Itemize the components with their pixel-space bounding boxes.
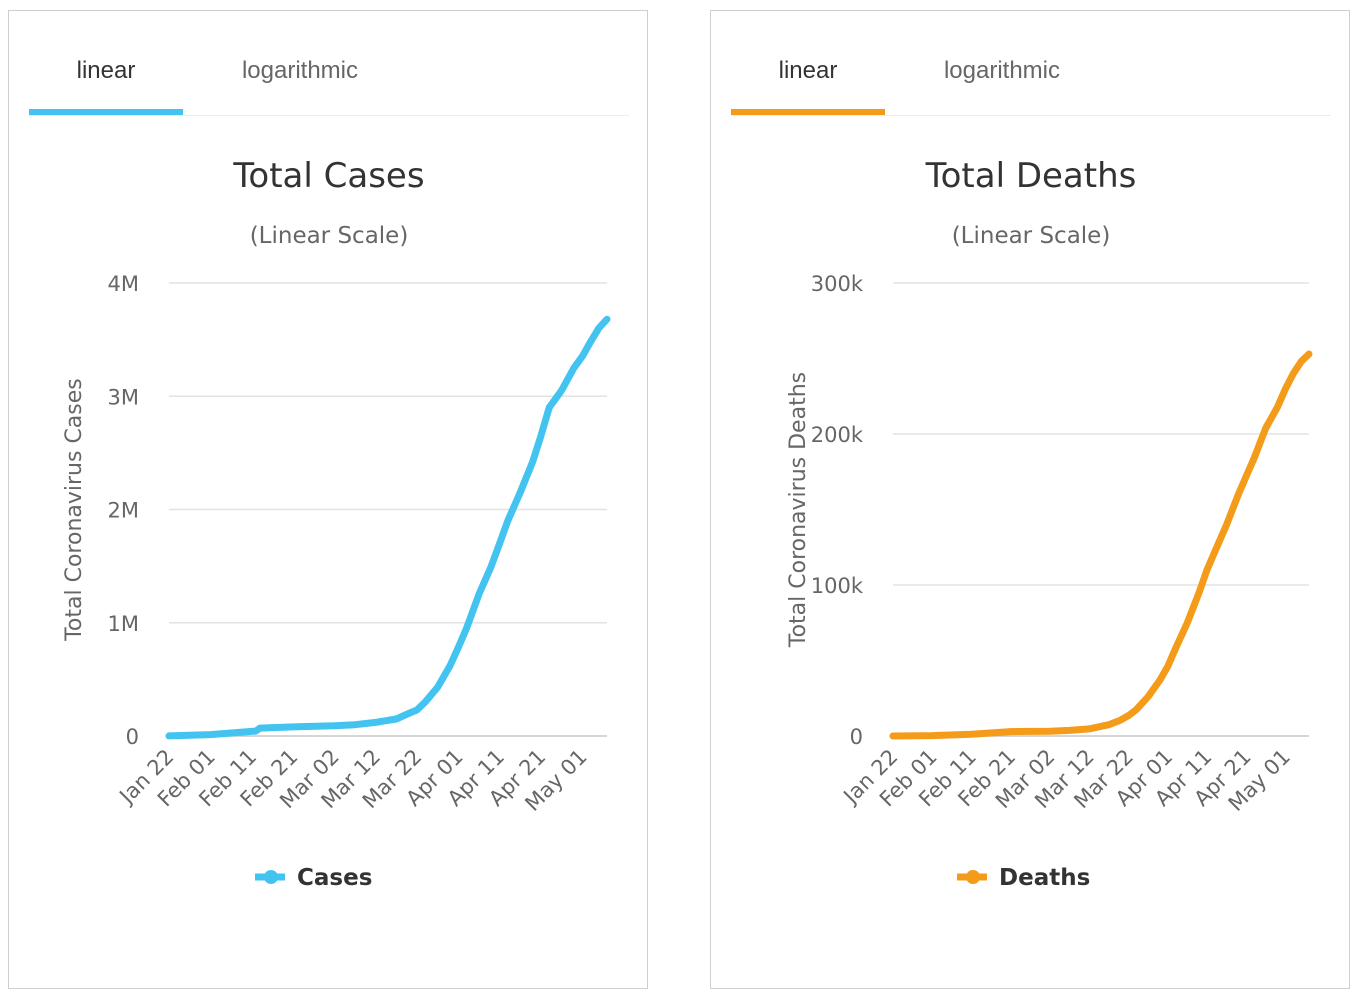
chart-title: Total Deaths (925, 156, 1137, 196)
chart-title: Total Cases (232, 156, 424, 196)
scale-tabs: linear logarithmic (731, 11, 1331, 116)
deaths-chart: Total Deaths (Linear Scale) 0 100k 200k 300k T… (786, 156, 1313, 891)
y-tick-label: 200k (811, 423, 864, 447)
tab-logarithmic[interactable]: logarithmic (241, 57, 359, 84)
legend-label[interactable]: Cases (297, 865, 372, 891)
chart-subtitle: (Linear Scale) (952, 223, 1111, 249)
scale-tabs: linear logarithmic (29, 11, 629, 116)
cases-chart: Total Cases (Linear Scale) 0 1M 2M 3M 4M Total … (62, 156, 611, 891)
y-tick-label: 2M (108, 499, 139, 523)
y-tick-label: 300k (811, 272, 864, 296)
y-tick-label: 4M (108, 272, 139, 296)
chart-subtitle: (Linear Scale) (250, 223, 409, 249)
y-tick-label: 1M (108, 612, 139, 636)
active-tab-indicator (29, 109, 183, 115)
y-axis-label: Total Coronavirus Cases (62, 378, 87, 642)
tab-linear[interactable]: linear (76, 57, 136, 84)
tab-linear[interactable]: linear (778, 57, 838, 84)
legend-marker (966, 870, 980, 884)
tab-logarithmic[interactable]: logarithmic (943, 57, 1061, 84)
legend-marker (264, 870, 278, 884)
y-tick-label: 3M (108, 385, 139, 409)
series-line-cases (165, 315, 611, 740)
y-tick-label: 0 (850, 725, 863, 749)
series-line-deaths (889, 350, 1313, 740)
legend-label[interactable]: Deaths (999, 865, 1090, 891)
cases-chart-panel: linear logarithmic Total Cases (Linear Sc… (8, 10, 648, 989)
active-tab-indicator (731, 109, 885, 115)
y-tick-label: 0 (126, 725, 139, 749)
deaths-chart-panel: linear logarithmic Total Deaths (Linear S… (710, 10, 1350, 989)
y-tick-label: 100k (811, 574, 864, 598)
y-axis-label: Total Coronavirus Deaths (786, 372, 811, 648)
